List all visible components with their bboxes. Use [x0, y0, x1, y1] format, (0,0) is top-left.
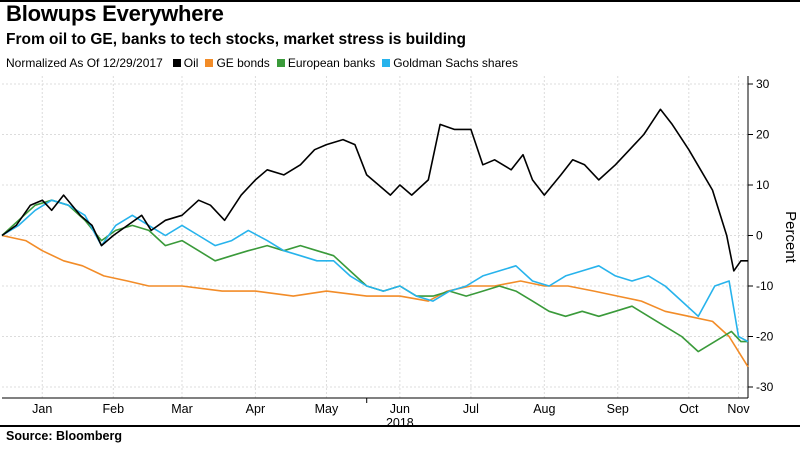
source-note: Source: Bloomberg — [6, 429, 122, 443]
legend-label-goldman-sachs: Goldman Sachs shares — [393, 56, 518, 70]
x-tick-label: Jun — [390, 402, 410, 416]
legend-item-goldman-sachs: Goldman Sachs shares — [382, 56, 518, 70]
chart-title: Blowups Everywhere — [6, 1, 224, 26]
x-year-label: 2018 — [386, 416, 414, 430]
legend-swatch-ge-bonds — [205, 59, 214, 67]
legend-item-european-banks: European banks — [276, 56, 376, 70]
x-tick-label: Nov — [727, 402, 750, 416]
legend-item-oil: Oil — [172, 56, 199, 70]
y-tick-label: 30 — [756, 77, 770, 91]
x-tick-label: Mar — [171, 402, 193, 416]
y-tick-label: -30 — [756, 380, 774, 394]
legend-swatch-oil — [172, 59, 181, 67]
series-line-goldman-sachs-shares — [1, 199, 749, 343]
series-line-european-banks — [1, 199, 748, 353]
legend-swatch-european-banks — [276, 59, 285, 67]
x-tick-label: Sep — [607, 402, 629, 416]
y-tick-label: 20 — [756, 128, 770, 142]
y-axis-label: Percent — [782, 211, 799, 264]
y-tick-label: -20 — [756, 330, 774, 344]
x-tick-label: Jul — [463, 402, 479, 416]
y-tick-label: 10 — [756, 178, 770, 192]
x-tick-label: Oct — [679, 402, 699, 416]
x-tick-label: Feb — [103, 402, 125, 416]
y-tick-label: -10 — [756, 279, 774, 293]
series-line-ge-bonds — [1, 234, 749, 368]
x-tick-label: Apr — [246, 402, 265, 416]
legend-label-european-banks: European banks — [287, 56, 376, 70]
legend: Normalized As Of 12/29/2017 Oil GE bonds… — [6, 56, 525, 70]
legend-swatch-goldman-sachs — [382, 59, 391, 67]
legend-label-ge-bonds: GE bonds — [216, 56, 270, 70]
y-tick-label: 0 — [756, 229, 763, 243]
legend-note: Normalized As Of 12/29/2017 — [6, 56, 163, 70]
x-tick-label: Jan — [32, 402, 52, 416]
bottom-rule — [0, 425, 800, 427]
x-tick-label: Aug — [533, 402, 555, 416]
chart-subtitle: From oil to GE, banks to tech stocks, ma… — [6, 31, 466, 48]
legend-label-oil: Oil — [183, 56, 199, 70]
top-rule — [0, 0, 800, 2]
legend-item-ge-bonds: GE bonds — [205, 56, 270, 70]
series-line-oil — [1, 108, 748, 272]
x-tick-label: May — [315, 402, 339, 416]
